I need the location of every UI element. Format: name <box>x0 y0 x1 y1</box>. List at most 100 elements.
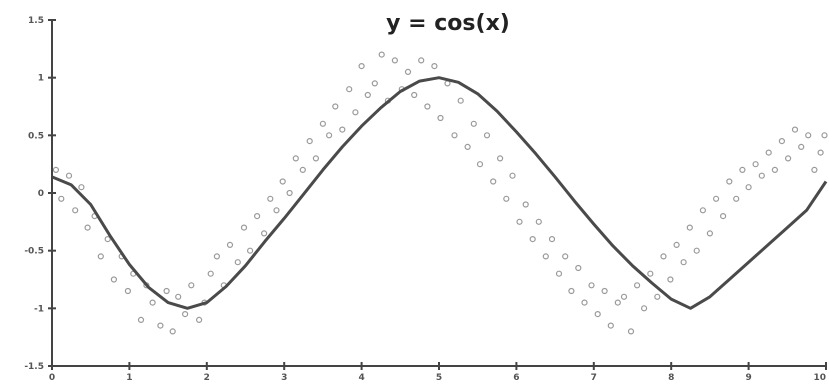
scatter-point <box>588 282 595 289</box>
scatter-point <box>817 149 824 156</box>
scatter-point <box>765 149 772 156</box>
scatter-point <box>52 166 60 173</box>
scatter-point <box>163 287 170 295</box>
scatter-point <box>778 138 786 145</box>
scatter-point <box>529 236 536 243</box>
scatter-point <box>437 114 444 122</box>
scatter-point <box>568 287 575 295</box>
y-tick-label: -0.5 <box>24 247 44 257</box>
scatter-point <box>226 241 234 248</box>
scatter-point <box>805 132 812 139</box>
scatter-point <box>522 201 529 208</box>
scatter-point <box>124 287 132 295</box>
scatter-point <box>575 264 582 272</box>
scatter-point <box>267 195 274 202</box>
scatter-point <box>535 218 542 225</box>
scatter-point <box>58 195 65 202</box>
scatter-point <box>240 224 248 231</box>
scatter-point <box>451 132 458 139</box>
scatter-point <box>84 224 91 231</box>
scatter-point <box>660 253 667 260</box>
scatter-point <box>601 287 608 295</box>
scatter-point <box>640 305 648 312</box>
scatter-point <box>332 103 339 110</box>
y-tick-label: 1 <box>38 74 44 84</box>
scatter-point <box>811 166 818 173</box>
scatter-point <box>476 161 484 168</box>
scatter-point <box>234 259 241 266</box>
scatter-point <box>286 189 293 197</box>
scatter-point <box>614 299 621 306</box>
x-tick-label: 3 <box>281 373 287 383</box>
scatter-point <box>418 57 425 64</box>
scatter-point <box>149 299 156 306</box>
scatter-point <box>346 86 353 93</box>
x-tick-label: 7 <box>591 373 597 383</box>
y-tick-label: 1.5 <box>28 16 44 26</box>
scatter-point <box>391 57 398 64</box>
scatter-point <box>562 253 569 260</box>
scatter-point <box>706 230 714 237</box>
y-tick-label: -1.5 <box>24 362 44 372</box>
scatter-point <box>693 247 700 254</box>
scatter-point <box>620 293 628 300</box>
scatter-point <box>104 236 111 243</box>
scatter-point <box>352 109 359 116</box>
axes <box>51 20 826 367</box>
x-tick-label: 5 <box>436 373 442 383</box>
scatter-point <box>607 322 614 329</box>
x-tick-label: 9 <box>745 373 751 383</box>
scatter-point <box>358 62 365 70</box>
scatter-point <box>686 224 693 231</box>
scatter-point <box>319 120 326 127</box>
scatter-point <box>673 241 680 248</box>
scatter-point <box>261 230 268 237</box>
scatter-point <box>431 62 438 70</box>
scatter-point <box>712 195 720 202</box>
scatter-point <box>719 213 727 220</box>
y-tick-label: -1 <box>34 304 44 314</box>
scatter-point <box>680 259 687 266</box>
scatter-point <box>509 172 516 179</box>
scatter-point <box>581 299 588 306</box>
scatter-point <box>464 143 471 150</box>
x-tick-label: 6 <box>513 373 519 383</box>
scatter-point <box>97 253 104 260</box>
x-tick-label: 1 <box>126 373 132 383</box>
scatter-point <box>273 207 280 214</box>
scatter-point <box>758 172 765 179</box>
scatter-point <box>457 97 464 104</box>
scatter-point <box>364 91 371 99</box>
scatter-point <box>821 132 828 139</box>
scatter-point <box>279 178 286 185</box>
scatter-point <box>667 276 674 283</box>
scatter-point <box>555 270 563 277</box>
scatter-point <box>213 253 220 260</box>
scatter-point <box>752 161 759 168</box>
scatter-point <box>326 132 333 139</box>
scatter-point <box>633 282 641 289</box>
scatter-point <box>196 316 203 323</box>
scatter-point <box>647 270 654 277</box>
scatter-point <box>137 316 145 323</box>
scatter-point <box>739 166 746 173</box>
scatter-point <box>254 213 261 220</box>
cos-curve-line <box>51 76 828 310</box>
scatter-point <box>292 155 299 162</box>
scatter-point <box>110 276 118 283</box>
scatter-point <box>490 178 497 185</box>
scatter-point <box>306 138 313 145</box>
scatter-point <box>654 293 661 300</box>
scatter-point <box>791 126 799 133</box>
scatter-point <box>247 247 254 254</box>
y-ticks: 1.5 1 0.5 0 -0.5 -1 -1.5 <box>24 16 56 372</box>
scatter-point <box>411 91 418 99</box>
scatter-point <box>339 126 346 133</box>
scatter-point <box>798 143 805 150</box>
scatter-point <box>745 184 752 191</box>
scatter-point <box>733 195 740 202</box>
x-ticks: 0 1 2 3 4 5 6 7 8 9 10 <box>49 362 827 383</box>
line-series <box>51 76 828 310</box>
scatter-point <box>299 166 306 173</box>
